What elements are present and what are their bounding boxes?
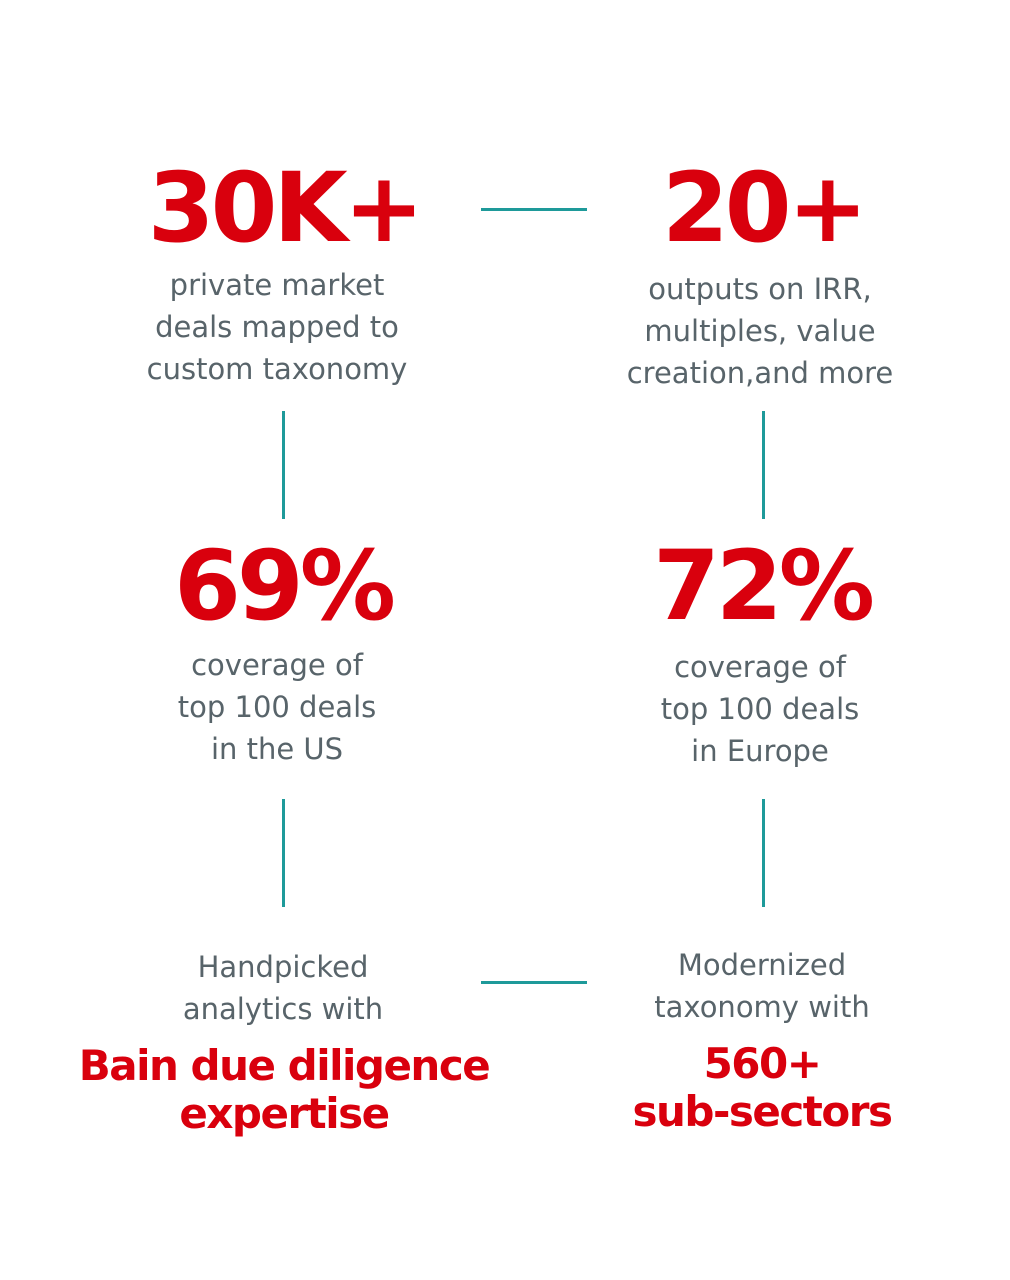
stat-analytics-highlight-line: expertise — [179, 1089, 390, 1138]
stat-analytics-highlight: Bain due diligence expertise — [54, 1042, 514, 1138]
stat-deals-desc-line: custom taxonomy — [146, 352, 408, 386]
stat-taxonomy-highlight-line: sub-sectors — [632, 1087, 893, 1136]
stat-outputs-description: outputs on IRR, multiples, value creatio… — [580, 268, 940, 394]
connector-top-horizontal — [481, 208, 587, 211]
stat-us-coverage-description: coverage of top 100 deals in the US — [97, 644, 457, 770]
stat-eu-coverage-description: coverage of top 100 deals in Europe — [580, 646, 940, 772]
connector-bottom-horizontal — [481, 981, 587, 984]
stat-us-coverage-desc-line: coverage of — [191, 648, 363, 682]
stat-analytics-desc-line: analytics with — [182, 992, 384, 1026]
connector-right-upper-vertical — [762, 411, 765, 519]
stat-us-coverage-desc-line: in the US — [210, 732, 344, 766]
stat-taxonomy-highlight: 560+ sub-sectors — [532, 1040, 992, 1136]
stat-outputs-desc-line: outputs on IRR, — [648, 272, 872, 306]
stat-eu-coverage-desc-line: top 100 deals — [660, 692, 860, 726]
stat-analytics-highlight-line: Bain due diligence — [78, 1041, 491, 1090]
stat-outputs-value: 20+ — [661, 152, 868, 264]
stat-analytics-desc-line: Handpicked — [197, 950, 369, 984]
connector-left-upper-vertical — [282, 411, 285, 519]
stat-outputs-desc-line: multiples, value — [644, 314, 876, 348]
stat-outputs-desc-line: creation,and more — [626, 356, 894, 390]
stat-us-coverage-desc-line: top 100 deals — [177, 690, 377, 724]
connector-right-lower-vertical — [762, 799, 765, 907]
stat-eu-coverage-desc-line: coverage of — [674, 650, 846, 684]
stat-deals-description: private market deals mapped to custom ta… — [97, 264, 457, 390]
stat-taxonomy-desc-line: taxonomy with — [654, 990, 870, 1024]
stat-deals-desc-line: deals mapped to — [155, 310, 399, 344]
stat-eu-coverage-value: 72% — [653, 530, 875, 642]
stat-taxonomy-highlight-line: 560+ — [703, 1039, 822, 1088]
stat-deals-value: 30K+ — [147, 152, 424, 264]
stat-deals-desc-line: private market — [169, 268, 385, 302]
stat-analytics-description: Handpicked analytics with — [103, 946, 463, 1030]
stat-taxonomy-description: Modernized taxonomy with — [582, 944, 942, 1028]
stat-taxonomy-desc-line: Modernized — [677, 948, 847, 982]
stat-us-coverage-value: 69% — [174, 530, 396, 642]
connector-left-lower-vertical — [282, 799, 285, 907]
stat-eu-coverage-desc-line: in Europe — [691, 734, 829, 768]
